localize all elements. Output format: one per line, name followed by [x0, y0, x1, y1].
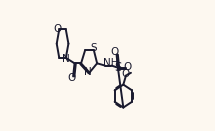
Text: N: N — [63, 54, 70, 64]
Text: O: O — [67, 72, 76, 83]
Text: S: S — [91, 43, 97, 53]
Text: N: N — [84, 67, 91, 77]
Text: O: O — [123, 62, 132, 72]
Text: O: O — [121, 69, 129, 79]
Text: S: S — [115, 61, 122, 74]
Text: O: O — [111, 47, 119, 57]
Text: NH: NH — [103, 58, 118, 68]
Text: O: O — [53, 24, 61, 34]
